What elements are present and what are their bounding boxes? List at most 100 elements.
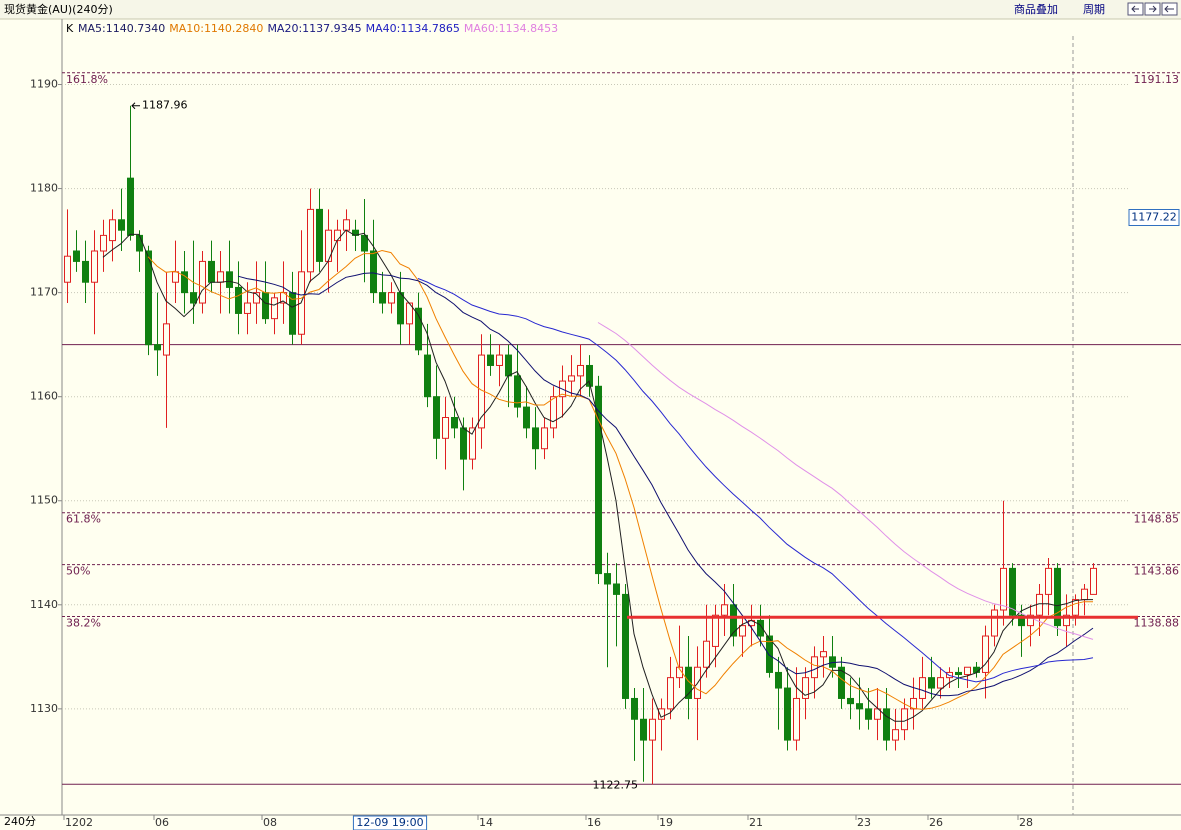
candle-body [433,396,440,439]
candle-body [838,666,845,699]
nav-buttons[interactable] [1127,2,1178,16]
candle-body [757,619,764,637]
candle-body [361,234,368,252]
candle-body [784,687,791,741]
x-tick-label: 16 [587,816,601,829]
candle-body [847,697,854,705]
candle-body [928,677,935,689]
candle-body [721,604,728,616]
candle-body [577,364,584,377]
candle-body [523,406,530,429]
candle-body [217,271,224,283]
candle-body [199,260,206,304]
candle-body [667,677,674,710]
candle-body [622,593,629,699]
x-tick-label: 08 [263,816,277,829]
candle-body [163,323,170,356]
candle-body [325,229,332,262]
candle-body [649,718,656,741]
candle-body [532,427,539,450]
candle-body [469,427,476,460]
toolbar-item[interactable]: 商品叠加 [1014,2,1058,16]
price-label: 1177.22 [1131,211,1177,224]
candle-body [136,234,143,252]
ma-line [597,322,1094,640]
toolbar-item[interactable]: 周期 [1083,3,1105,16]
candle-body [613,583,620,595]
legend-title: K [66,22,74,35]
high-label: 1187.96 [142,99,188,112]
nav-icon [1149,5,1157,13]
candle-body [505,354,512,377]
candle-body [568,375,575,382]
candle-body [883,708,890,741]
candle-body [1000,567,1007,611]
candle-body [820,651,827,658]
candle-body [541,427,548,450]
y-tick-label: 1150 [30,494,58,507]
fib-value: 1148.85 [1134,513,1180,526]
candle-body [856,703,863,710]
candle-body [730,604,737,637]
candle-body [766,635,773,673]
candle-body [388,292,395,304]
candle-body [262,292,269,320]
candle-body [109,219,116,242]
candle-body [451,417,458,429]
candle-body [865,708,872,720]
candle-body [379,292,386,304]
candle-body [550,396,557,429]
candle-body [118,219,125,231]
legend-entry: MA5:1140.7340 [78,22,165,35]
chart-title: 现货黄金(AU)(240分) [4,2,113,16]
candle-body [955,671,962,676]
candle-body [226,271,233,288]
candle-body [595,385,602,575]
candle-body [73,250,80,262]
candle-body [739,625,746,637]
candle-body [586,364,593,387]
x-tick-label: 14 [479,816,493,829]
candle-body [937,677,944,689]
nav-icon [1164,5,1174,13]
candle-body [964,666,971,676]
legend-entry: MA60:1134.8453 [464,22,558,35]
candle-body [1045,567,1052,595]
fib-value: 1143.86 [1134,565,1180,578]
candle-body [145,250,152,346]
ma-line [147,249,1093,710]
candle-body [370,250,377,294]
x-tick-label: 26 [929,816,943,829]
candle-body [712,614,719,647]
y-tick-label: 1170 [30,286,58,299]
x-tick-label: 23 [857,816,871,829]
candle-body [604,573,611,585]
ma-line [417,278,1094,683]
x-tick-label: 06 [155,816,169,829]
candle-body [100,234,107,252]
y-tick-label: 1140 [30,598,58,611]
price-box [1128,209,1180,227]
candle-body [208,260,215,283]
y-tick-label: 1190 [30,78,58,91]
candle-body [334,229,341,242]
legend-entry: MA10:1140.2840 [169,22,263,35]
candle-body [1054,567,1061,627]
ma-line [237,272,1094,697]
period-label: 240分 [4,815,36,828]
candle-body [1063,614,1070,627]
legend-entry: MA20:1137.9345 [267,22,361,35]
candle-body [397,292,404,325]
candle-body [982,635,989,673]
crosshair-label: 12-09 19:00 [356,816,423,829]
candle-body [1072,599,1079,616]
candle-body [190,292,197,304]
candle-body [487,354,494,366]
candle-body [892,729,899,741]
high-arrow [131,102,140,110]
candle-body [496,354,503,366]
fib-label: 161.8% [66,73,108,86]
candle-body [775,671,782,689]
nav-icon [1131,5,1139,13]
